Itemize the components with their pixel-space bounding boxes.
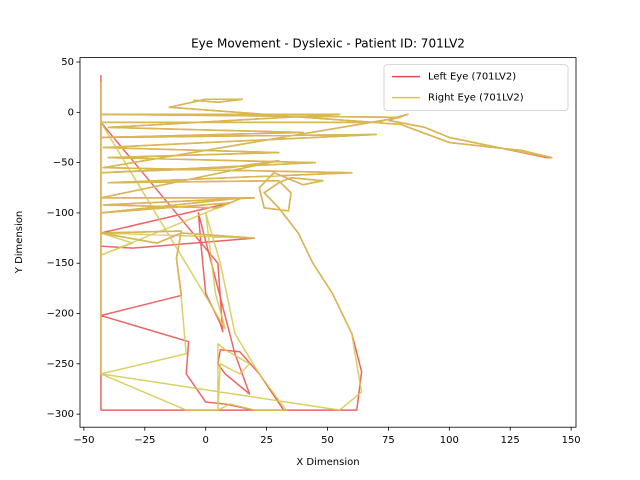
chart-title: Eye Movement - Dyslexic - Patient ID: 70… [191,37,465,51]
x-tick-label: 100 [440,435,459,446]
plot-frame [79,57,577,428]
x-tick-label: 25 [260,435,273,446]
y-tick-label: −300 [47,409,74,420]
x-tick-label: 150 [562,435,581,446]
legend-label: Right Eye (701LV2) [428,93,524,104]
x-tick-label: −25 [134,435,155,446]
y-tick-label: 0 [68,107,74,118]
x-tick-label: 75 [382,435,395,446]
y-tick-label: −100 [47,208,74,219]
data-line [100,82,553,411]
y-tick-label: −150 [47,258,74,269]
x-tick-label: 125 [501,435,520,446]
legend-box [383,64,569,111]
y-tick-label: 50 [61,57,74,68]
y-tick-label: −200 [47,309,74,320]
x-axis-label: X Dimension [296,457,359,468]
y-tick-label: −50 [53,158,74,169]
x-tick-label: −50 [73,435,94,446]
y-axis-label: Y Dimension [14,211,25,274]
legend-label: Left Eye (701LV2) [428,72,516,83]
x-tick-label: 0 [203,435,209,446]
x-tick-label: 50 [321,435,334,446]
y-tick-label: −250 [47,359,74,370]
